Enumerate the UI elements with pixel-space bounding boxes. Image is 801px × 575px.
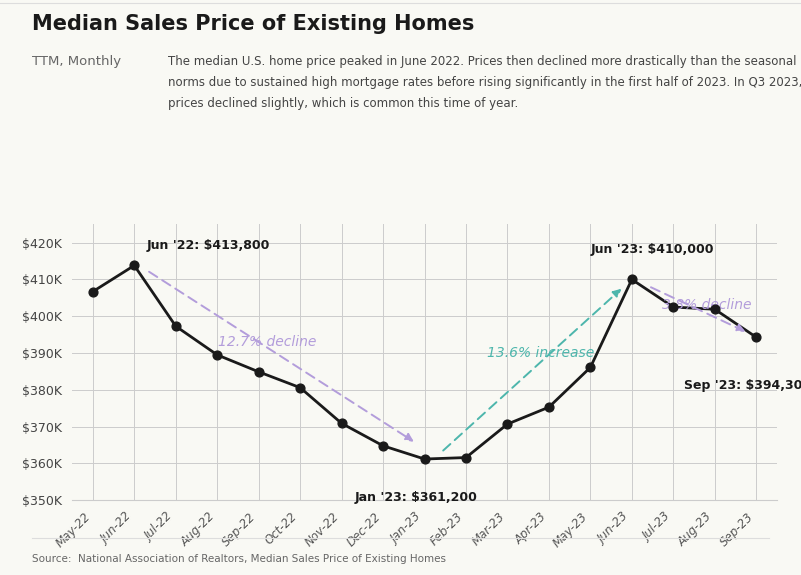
Point [501,420,514,429]
Text: Median Sales Price of Existing Homes: Median Sales Price of Existing Homes [32,14,474,34]
Point [584,363,597,372]
Text: 3.8% decline: 3.8% decline [662,298,751,312]
Text: Sep '23: $394,300: Sep '23: $394,300 [684,379,801,392]
Point [626,275,638,284]
Point [667,302,680,312]
Point [376,441,389,450]
Text: Jun '22: $413,800: Jun '22: $413,800 [147,239,270,252]
Point [87,287,99,296]
Point [708,305,721,314]
Text: The median U.S. home price peaked in June 2022. Prices then declined more drasti: The median U.S. home price peaked in Jun… [168,55,801,110]
Text: Jan '23: $361,200: Jan '23: $361,200 [355,491,477,504]
Text: TTM, Monthly: TTM, Monthly [32,55,121,68]
Point [750,332,763,342]
Point [335,419,348,428]
Point [294,383,307,392]
Text: 12.7% decline: 12.7% decline [218,335,316,349]
Text: Jun '23: $410,000: Jun '23: $410,000 [591,243,714,255]
Point [252,367,265,377]
Text: Source:  National Association of Realtors, Median Sales Price of Existing Homes: Source: National Association of Realtors… [32,554,446,564]
Point [542,402,555,412]
Point [211,350,223,359]
Point [169,321,182,331]
Point [418,454,431,463]
Point [460,453,473,462]
Text: 13.6% increase: 13.6% increase [487,346,594,360]
Point [128,261,141,270]
